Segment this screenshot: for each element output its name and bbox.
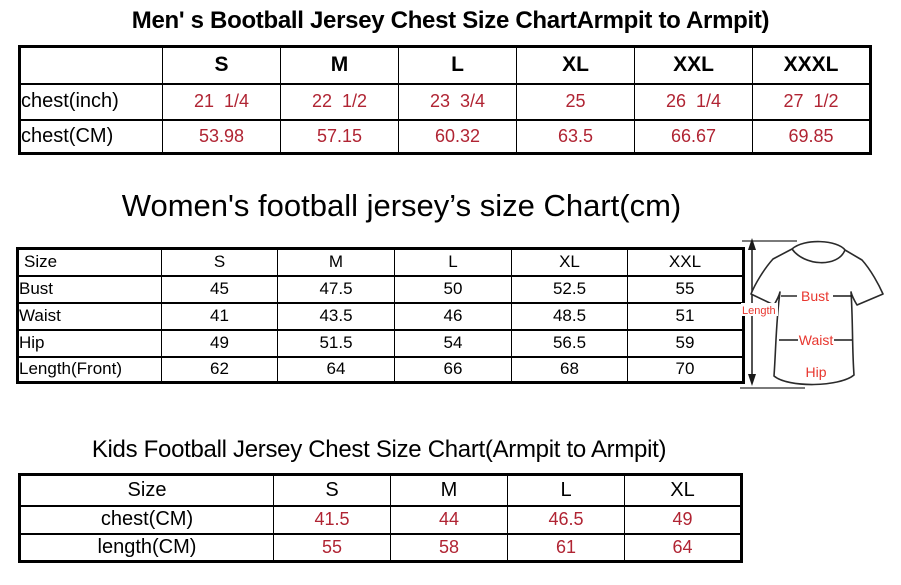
value-cell: 50 (394, 274, 512, 304)
kids-chart-title: Kids Football Jersey Chest Size Chart(Ar… (91, 436, 667, 463)
row-label-cell: Length(Front) (17, 355, 162, 384)
table-row: Bust 45 47.5 50 52.5 55 (17, 274, 744, 304)
value-cell: 49 (161, 328, 278, 358)
value-cell: 70 (627, 355, 744, 384)
value-cell: 68 (511, 355, 628, 384)
value-cell: 46.5 (507, 504, 625, 535)
womens-size-table: Size S M L XL XXL Bust 45 47.5 50 52.5 5… (16, 247, 745, 384)
row-label-cell: Hip (17, 328, 162, 358)
mens-chart-title: Men' s Bootball Jersey Chest Size ChartA… (131, 7, 770, 34)
value-cell: 69.85 (752, 118, 871, 155)
value-cell: 59 (627, 328, 744, 358)
value-cell: 49 (624, 504, 742, 535)
col-header-cell: XXXL (752, 45, 871, 85)
length-label: Length (742, 305, 776, 317)
value-cell: 46 (394, 301, 512, 331)
table-row: chest(CM) 53.98 57.15 60.32 63.5 66.67 6… (19, 118, 871, 155)
hip-label: Hip (805, 364, 826, 380)
value-cell: 41.5 (273, 504, 391, 535)
value-cell: 45 (161, 274, 278, 304)
col-header-cell (19, 45, 163, 85)
row-label-cell: chest(CM) (19, 118, 163, 155)
value-cell: 48.5 (511, 301, 628, 331)
tshirt-collar-line (791, 248, 846, 264)
kids-size-table: Size S M L XL chest(CM) 41.5 44 46.5 49 … (18, 473, 743, 563)
length-label-backing (741, 303, 778, 316)
col-header-cell: XL (624, 473, 742, 507)
col-header-cell: XL (511, 247, 628, 277)
value-cell: 55 (273, 532, 391, 563)
table-row: Hip 49 51.5 54 56.5 59 (17, 328, 744, 358)
row-label-cell: chest(inch) (19, 82, 163, 121)
col-header-cell: Size (19, 473, 274, 507)
value-cell: 26 1/4 (634, 82, 753, 121)
value-cell: 27 1/2 (752, 82, 871, 121)
value-cell: 55 (627, 274, 744, 304)
col-header-cell: XXL (634, 45, 753, 85)
value-cell: 23 3/4 (398, 82, 517, 121)
value-cell: 47.5 (277, 274, 395, 304)
table-row: Waist 41 43.5 46 48.5 51 (17, 301, 744, 331)
table-header-row: S M L XL XXL XXXL (19, 45, 871, 85)
tshirt-outline (750, 240, 884, 386)
row-label-cell: Waist (17, 301, 162, 331)
table-row: chest(CM) 41.5 44 46.5 49 (19, 504, 742, 535)
value-cell: 64 (624, 532, 742, 563)
value-cell: 64 (277, 355, 395, 384)
value-cell: 41 (161, 301, 278, 331)
value-cell: 66.67 (634, 118, 753, 155)
value-cell: 52.5 (511, 274, 628, 304)
tshirt-diagram-icon: Bust Waist Hip Length (740, 238, 884, 389)
row-label-cell: chest(CM) (19, 504, 274, 535)
table-header-row: Size S M L XL XXL (17, 247, 744, 277)
col-header-cell: S (161, 247, 278, 277)
value-cell: 54 (394, 328, 512, 358)
table-header-row: Size S M L XL (19, 473, 742, 507)
col-header-cell: L (398, 45, 517, 85)
value-cell: 60.32 (398, 118, 517, 155)
col-header-cell: M (390, 473, 508, 507)
value-cell: 21 1/4 (162, 82, 281, 121)
womens-chart-title: Women's football jersey’s size Chart(cm) (121, 188, 682, 223)
value-cell: 57.15 (280, 118, 399, 155)
col-header-cell: S (162, 45, 281, 85)
col-header-cell: XXL (627, 247, 744, 277)
value-cell: 25 (516, 82, 635, 121)
tshirt-measure-diagram: Bust Waist Hip Length (740, 236, 901, 398)
col-header-cell: L (394, 247, 512, 277)
col-header-cell: XL (516, 45, 635, 85)
value-cell: 66 (394, 355, 512, 384)
row-label-cell: length(CM) (19, 532, 274, 563)
value-cell: 61 (507, 532, 625, 563)
bust-label: Bust (801, 288, 829, 304)
value-cell: 56.5 (511, 328, 628, 358)
value-cell: 58 (390, 532, 508, 563)
mens-size-table: S M L XL XXL XXXL chest(inch) 21 1/4 22 … (18, 45, 872, 155)
value-cell: 51.5 (277, 328, 395, 358)
value-cell: 51 (627, 301, 744, 331)
col-header-cell: M (277, 247, 395, 277)
table-row: length(CM) 55 58 61 64 (19, 532, 742, 563)
col-header-cell: Size (17, 247, 162, 277)
table-row: Length(Front) 62 64 66 68 70 (17, 355, 744, 384)
value-cell: 53.98 (162, 118, 281, 155)
value-cell: 63.5 (516, 118, 635, 155)
waist-label: Waist (799, 332, 834, 348)
col-header-cell: M (280, 45, 399, 85)
value-cell: 62 (161, 355, 278, 384)
value-cell: 22 1/2 (280, 82, 399, 121)
row-label-cell: Bust (17, 274, 162, 304)
col-header-cell: S (273, 473, 391, 507)
value-cell: 44 (390, 504, 508, 535)
col-header-cell: L (507, 473, 625, 507)
value-cell: 43.5 (277, 301, 395, 331)
table-row: chest(inch) 21 1/4 22 1/2 23 3/4 25 26 1… (19, 82, 871, 121)
